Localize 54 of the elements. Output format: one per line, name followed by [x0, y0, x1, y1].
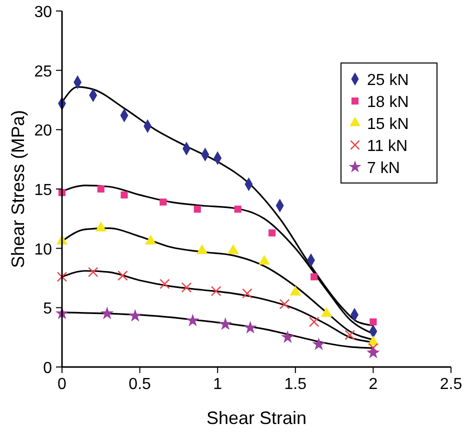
point — [160, 198, 167, 206]
point — [308, 316, 320, 328]
point — [228, 244, 239, 254]
x-tick-label: 1 — [213, 376, 222, 393]
point — [118, 270, 128, 281]
y-tick-label: 25 — [34, 63, 52, 80]
point — [95, 222, 107, 232]
y-tick-label: 20 — [34, 122, 52, 140]
point — [160, 278, 170, 290]
point — [196, 244, 208, 254]
point — [312, 337, 326, 350]
point — [366, 346, 380, 358]
point — [242, 288, 252, 299]
legend-label: 11 kN — [367, 138, 408, 155]
legend-label: 7 kN — [367, 160, 400, 177]
point — [268, 229, 276, 236]
point — [210, 286, 222, 296]
point — [194, 206, 201, 213]
point — [310, 273, 318, 280]
point — [56, 272, 68, 282]
x-tick-label: 0 — [58, 376, 67, 393]
point — [145, 234, 156, 244]
legend-label: 25 kN — [367, 72, 409, 89]
point — [88, 266, 98, 278]
legend-label: 18 kN — [367, 94, 409, 111]
point — [120, 191, 128, 198]
point — [280, 330, 294, 343]
point — [344, 330, 356, 340]
x-tick-label: 1.5 — [284, 376, 307, 393]
y-tick-label: 30 — [34, 4, 52, 21]
x-tick-label: 2 — [368, 376, 378, 393]
point — [279, 298, 290, 310]
y-tick-label: 10 — [34, 241, 52, 258]
point — [234, 206, 242, 213]
point — [368, 342, 378, 354]
point — [290, 286, 302, 296]
point — [370, 318, 377, 326]
y-tick-label: 5 — [43, 300, 52, 318]
point — [128, 308, 142, 322]
point — [320, 307, 332, 317]
point — [100, 306, 114, 320]
point — [244, 320, 257, 334]
point — [218, 317, 232, 330]
point — [181, 282, 192, 293]
point — [97, 185, 104, 193]
legend-label: 15 kN — [367, 116, 409, 133]
y-tick-label: 0 — [43, 360, 52, 377]
y-tick-label: 15 — [34, 182, 52, 199]
point — [258, 254, 270, 265]
y-axis-title: Shear Stress (MPa) — [8, 110, 28, 268]
x-tick-label: 0.5 — [128, 376, 152, 393]
point — [186, 314, 200, 326]
x-tick-label: 2.5 — [440, 376, 462, 393]
x-axis-title: Shear Strain — [206, 408, 307, 428]
